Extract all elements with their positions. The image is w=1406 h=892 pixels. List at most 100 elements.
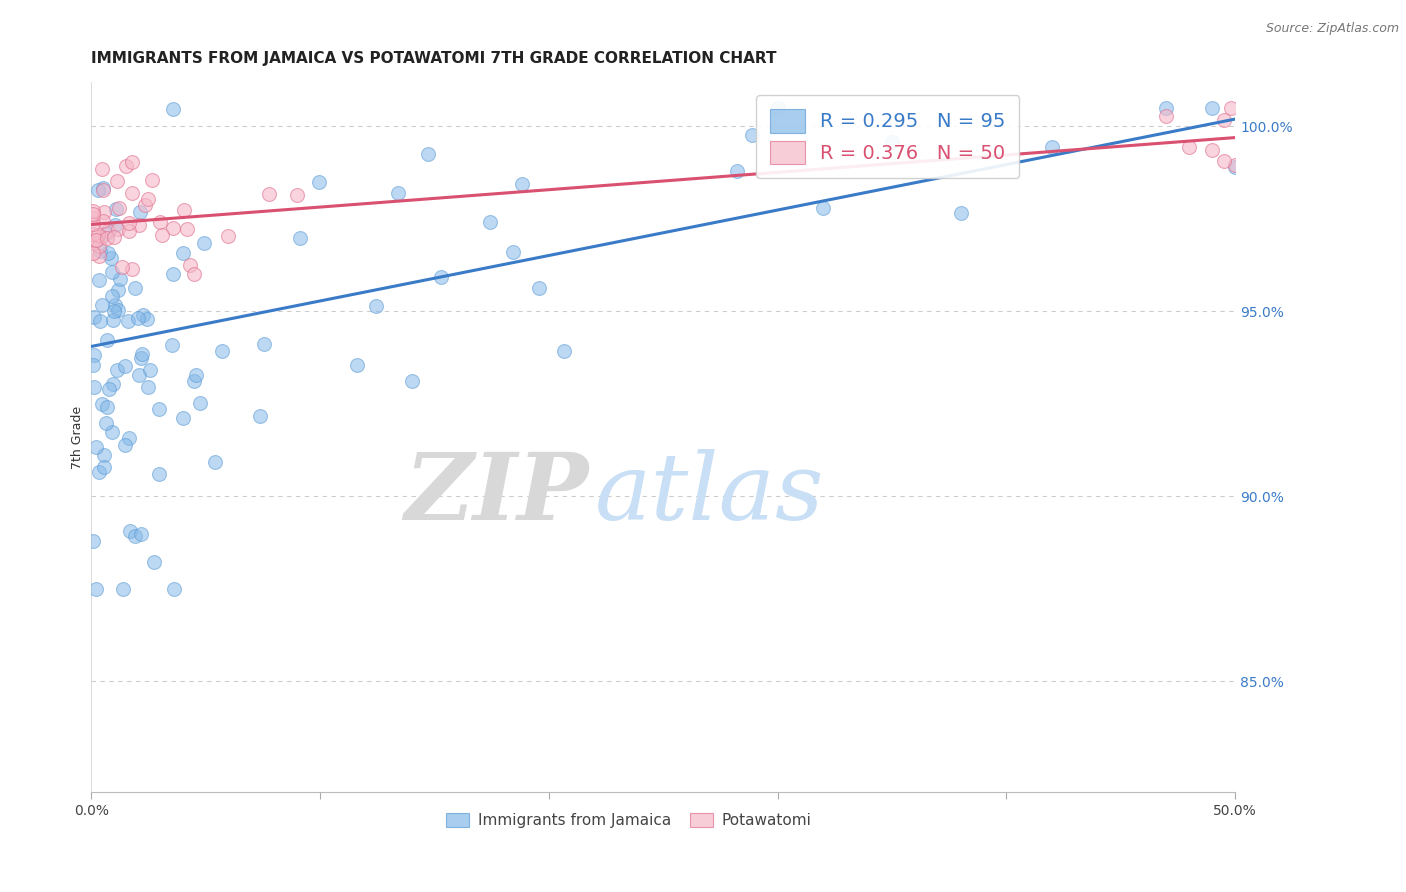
Point xyxy=(132,309,155,323)
Point xyxy=(115,159,138,173)
Point xyxy=(949,206,972,220)
Point xyxy=(118,431,141,445)
Point xyxy=(84,233,107,247)
Point xyxy=(108,201,131,215)
Point xyxy=(84,441,107,455)
Point xyxy=(188,396,211,410)
Point xyxy=(101,312,124,326)
Point xyxy=(553,343,575,358)
Point xyxy=(101,425,124,439)
Point xyxy=(100,251,122,265)
Point xyxy=(1212,154,1234,169)
Point xyxy=(387,186,409,201)
Point xyxy=(111,582,134,596)
Point xyxy=(121,262,143,277)
Point xyxy=(1178,140,1201,154)
Point xyxy=(117,216,139,230)
Point xyxy=(186,368,208,383)
Point xyxy=(479,215,502,229)
Point xyxy=(259,187,281,202)
Point xyxy=(93,204,115,219)
Point xyxy=(89,313,111,327)
Point xyxy=(1219,101,1241,115)
Point xyxy=(136,379,159,393)
Point xyxy=(97,224,120,238)
Point xyxy=(82,235,104,250)
Point xyxy=(105,174,128,188)
Point xyxy=(128,368,150,382)
Point xyxy=(217,229,239,244)
Point xyxy=(346,358,368,372)
Point xyxy=(131,527,153,541)
Point xyxy=(93,183,115,197)
Point xyxy=(124,281,146,295)
Text: ZIP: ZIP xyxy=(405,449,589,539)
Y-axis label: 7th Grade: 7th Grade xyxy=(72,406,84,468)
Point xyxy=(82,227,104,241)
Point xyxy=(84,582,107,596)
Point xyxy=(90,230,112,244)
Point xyxy=(124,528,146,542)
Point xyxy=(93,459,115,474)
Point xyxy=(82,533,104,548)
Point xyxy=(1201,101,1223,115)
Point xyxy=(82,246,104,260)
Point xyxy=(87,183,110,197)
Point xyxy=(114,359,136,373)
Point xyxy=(162,103,184,117)
Point xyxy=(104,202,127,216)
Point xyxy=(1156,108,1178,122)
Point xyxy=(104,218,127,232)
Point xyxy=(96,231,118,245)
Point xyxy=(285,188,308,202)
Point xyxy=(211,343,233,358)
Point xyxy=(741,128,763,143)
Point xyxy=(149,215,172,229)
Point xyxy=(766,101,789,115)
Point xyxy=(162,220,184,235)
Point xyxy=(288,231,311,245)
Point xyxy=(176,221,198,235)
Point xyxy=(82,207,104,221)
Text: IMMIGRANTS FROM JAMAICA VS POTAWATOMI 7TH GRADE CORRELATION CHART: IMMIGRANTS FROM JAMAICA VS POTAWATOMI 7T… xyxy=(91,51,776,66)
Point xyxy=(103,304,125,318)
Point xyxy=(121,186,143,201)
Point xyxy=(111,260,134,274)
Point xyxy=(253,337,276,351)
Point xyxy=(813,202,835,216)
Point xyxy=(82,218,104,232)
Point xyxy=(98,382,121,396)
Point xyxy=(120,524,142,539)
Point xyxy=(1201,144,1223,158)
Point xyxy=(82,211,104,225)
Point xyxy=(136,192,159,206)
Point xyxy=(101,289,124,303)
Text: atlas: atlas xyxy=(595,449,824,539)
Point xyxy=(364,299,387,313)
Point xyxy=(527,281,550,295)
Point xyxy=(163,582,186,596)
Point xyxy=(172,411,194,425)
Point xyxy=(510,177,533,191)
Point xyxy=(1040,140,1063,154)
Point xyxy=(172,245,194,260)
Point xyxy=(148,402,170,417)
Point xyxy=(101,265,124,279)
Point xyxy=(90,161,112,176)
Point xyxy=(117,314,139,328)
Point xyxy=(96,334,118,348)
Point xyxy=(89,239,111,253)
Point xyxy=(308,175,330,189)
Point xyxy=(114,438,136,452)
Point xyxy=(83,380,105,394)
Point xyxy=(91,181,114,195)
Point xyxy=(90,397,112,411)
Point xyxy=(94,416,117,430)
Point xyxy=(502,244,524,259)
Point xyxy=(107,303,129,318)
Point xyxy=(118,224,141,238)
Point xyxy=(87,249,110,263)
Point xyxy=(89,273,111,287)
Point xyxy=(104,298,127,312)
Point xyxy=(93,448,115,462)
